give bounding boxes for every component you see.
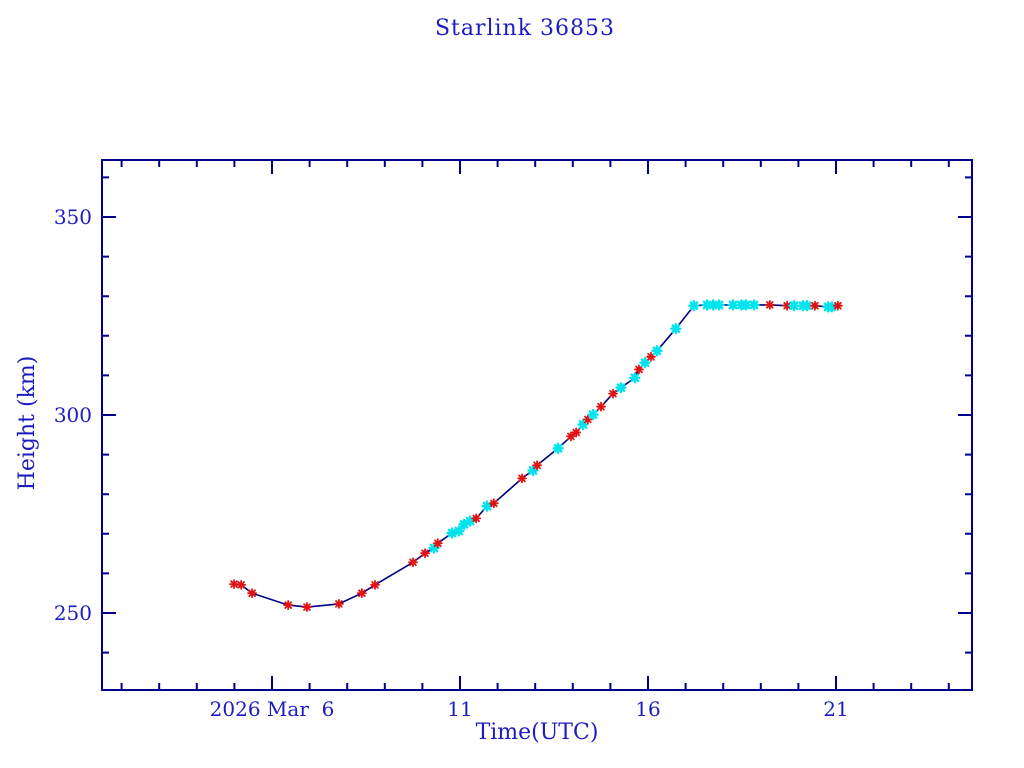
data-point-marker <box>566 431 576 442</box>
data-point-marker <box>639 357 651 369</box>
data-point-marker <box>651 345 663 357</box>
data-point-marker <box>527 464 539 477</box>
y-tick-label: 250 <box>54 601 92 625</box>
data-point-marker <box>740 299 752 311</box>
x-axis-label: Time(UTC) <box>475 720 599 745</box>
x-tick-label: 21 <box>823 697 848 721</box>
y-tick-label: 300 <box>54 403 92 427</box>
data-point-marker <box>646 351 656 362</box>
data-point-marker <box>764 300 775 310</box>
data-point-marker <box>571 427 582 438</box>
data-point-marker <box>356 588 367 599</box>
data-point-marker <box>832 300 843 311</box>
data-point-marker <box>634 364 644 375</box>
axis-ticks <box>102 160 972 690</box>
data-point-marker <box>446 527 458 539</box>
data-point-marker <box>707 299 719 311</box>
data-point-marker <box>532 460 542 471</box>
data-point-marker <box>283 600 294 610</box>
y-tick-label: 350 <box>54 205 92 229</box>
data-point-marker <box>247 588 257 599</box>
data-point-marker <box>688 300 700 312</box>
data-point-marker <box>458 518 470 530</box>
data-point-marker <box>596 401 606 412</box>
plot-border <box>101 159 973 691</box>
data-point-marker <box>302 602 312 612</box>
data-point-marker <box>552 442 564 454</box>
data-point-marker <box>801 300 813 312</box>
x-tick-label: 16 <box>635 697 660 721</box>
data-point-marker <box>370 579 380 590</box>
data-point-marker <box>432 538 443 549</box>
data-point-marker <box>615 381 627 394</box>
data-point-marker <box>481 500 493 512</box>
data-point-marker <box>670 322 682 335</box>
data-point-marker <box>810 300 820 311</box>
data-point-marker <box>629 372 641 384</box>
data-point-marker <box>608 388 618 399</box>
data-point-marker <box>582 414 593 425</box>
chart-title: Starlink 36853 <box>434 16 616 41</box>
data-point-marker <box>471 513 482 524</box>
data-point-marker <box>236 579 247 590</box>
x-tick-label: 11 <box>447 697 472 721</box>
data-point-marker <box>229 579 239 589</box>
data-point-marker <box>727 299 739 311</box>
data-point-marker <box>517 473 527 484</box>
data-point-marker <box>577 418 589 431</box>
data-line <box>233 304 839 608</box>
data-point-marker <box>788 300 800 312</box>
data-point-marker <box>428 542 440 554</box>
data-point-marker <box>453 525 465 537</box>
data-point-marker <box>334 598 344 609</box>
data-point-marker <box>748 299 760 311</box>
data-point-marker <box>408 557 418 568</box>
data-point-marker <box>701 299 713 311</box>
data-point-marker <box>713 299 725 311</box>
data-point-marker <box>464 515 476 527</box>
x-tick-label: 2026 Mar 6 <box>210 697 335 721</box>
data-point-marker <box>587 408 599 421</box>
data-point-marker <box>420 548 430 559</box>
data-point-marker <box>488 498 499 509</box>
data-point-marker <box>826 301 838 313</box>
data-point-marker <box>782 300 793 311</box>
